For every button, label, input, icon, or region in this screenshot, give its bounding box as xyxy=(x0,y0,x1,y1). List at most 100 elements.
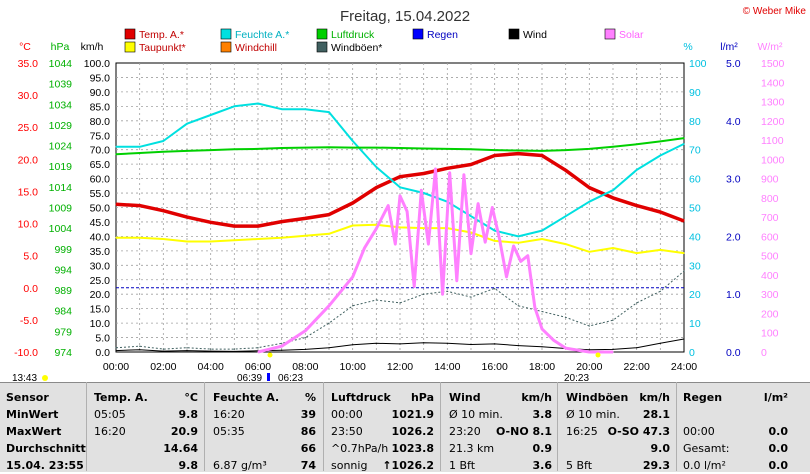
day-length-label: 13:43 xyxy=(12,373,37,382)
data-point xyxy=(399,302,401,304)
twilight-label: 06:23 xyxy=(278,373,303,382)
data-point xyxy=(565,347,567,349)
data-point xyxy=(470,296,472,298)
data-point xyxy=(281,237,283,239)
table-cell: 00:00 xyxy=(683,425,715,438)
x-tick-label: 20:00 xyxy=(576,361,602,373)
axis-tick-solar_wm2: 1000 xyxy=(761,154,785,166)
data-point xyxy=(588,148,590,150)
data-point xyxy=(612,146,614,148)
data-point xyxy=(210,149,212,151)
table-cell: 23:20 xyxy=(449,425,481,438)
data-point xyxy=(565,243,567,245)
table-cell: 39 xyxy=(300,408,316,421)
axis-tick-rain_lm2: 5.0 xyxy=(726,58,741,70)
data-point xyxy=(565,316,567,318)
axis-tick-rain_lm2: 2.0 xyxy=(726,231,741,243)
data-point xyxy=(406,210,408,212)
table-separator xyxy=(676,382,677,471)
table-cell: O-SO 47.3 xyxy=(607,425,670,438)
data-point xyxy=(513,245,515,247)
data-point xyxy=(588,349,590,351)
data-point xyxy=(683,137,685,139)
legend-label: Solar xyxy=(619,29,644,41)
data-point xyxy=(612,351,614,353)
table-cell: 66 xyxy=(300,442,316,455)
data-point xyxy=(456,280,458,282)
axis-tick-pressure_hpa: 984 xyxy=(54,306,72,318)
table-cell: Gesamt: xyxy=(683,442,730,455)
axis-tick-wind_kmh: 80.0 xyxy=(90,116,111,128)
axis-tick-solar_wm2: 200 xyxy=(761,308,779,320)
table-cell: Ø 10 min. xyxy=(566,408,620,421)
data-point xyxy=(612,247,614,249)
axis-tick-wind_kmh: 35.0 xyxy=(90,246,111,258)
x-tick-label: 16:00 xyxy=(482,361,508,373)
table-cell: l/m² xyxy=(763,391,788,404)
data-point xyxy=(659,290,661,292)
data-point xyxy=(612,319,614,321)
axis-unit-rain_lm2: l/m² xyxy=(720,41,738,53)
x-tick-label: 22:00 xyxy=(624,361,650,373)
table-cell: 16:25 xyxy=(566,425,598,438)
table-cell: Wind xyxy=(449,391,481,404)
data-point xyxy=(233,148,235,150)
table-row: Durchschnitt 14.64 66 ^0.7hPa/h 1023.8 21.3 k… xyxy=(0,440,810,457)
data-point xyxy=(399,343,401,345)
table-cell: 9.0 xyxy=(650,442,671,455)
data-point xyxy=(210,350,212,352)
data-point xyxy=(449,172,451,174)
data-point xyxy=(494,149,496,151)
data-point xyxy=(304,235,306,237)
table-cell: Luftdruck xyxy=(331,391,391,404)
legend-swatch xyxy=(412,28,424,40)
data-point xyxy=(281,342,283,344)
data-point xyxy=(328,146,330,148)
data-point xyxy=(139,146,141,148)
data-point xyxy=(304,330,306,332)
data-point xyxy=(328,305,330,307)
data-point xyxy=(162,350,164,352)
data-point xyxy=(517,149,519,152)
table-cell: sonnig xyxy=(331,459,368,472)
data-point xyxy=(541,230,543,232)
table-row: MinWert 05:05 9.8 16:20 39 00:00 1021.9 Ø 10 mi… xyxy=(0,406,810,423)
axis-tick-pressure_hpa: 989 xyxy=(54,285,72,297)
legend-label: Wind xyxy=(523,29,547,41)
axis-tick-pressure_hpa: 994 xyxy=(54,264,72,276)
axis-tick-pressure_hpa: 1029 xyxy=(49,120,73,132)
axis-tick-temp_c: -10.0 xyxy=(14,347,38,359)
table-cell: 9.8 xyxy=(178,459,199,472)
data-point xyxy=(162,140,164,142)
data-point xyxy=(446,167,448,169)
axis-tick-humidity_pct: 50 xyxy=(689,203,701,215)
data-point xyxy=(115,349,117,352)
table-cell: MaxWert xyxy=(6,425,62,438)
data-point xyxy=(423,293,425,295)
data-point xyxy=(659,249,661,251)
axis-tick-wind_kmh: 60.0 xyxy=(90,174,111,186)
data-point xyxy=(494,154,496,157)
data-point xyxy=(162,151,164,153)
axis-unit-solar_wm2: W/m² xyxy=(757,41,783,53)
axis-tick-humidity_pct: 30 xyxy=(689,260,701,272)
table-separator xyxy=(204,382,205,471)
sun-icon xyxy=(42,375,48,381)
data-point xyxy=(257,351,259,353)
axis-tick-pressure_hpa: 1019 xyxy=(49,161,73,173)
legend-swatch xyxy=(604,28,616,40)
axis-tick-humidity_pct: 20 xyxy=(689,289,701,301)
data-point xyxy=(186,216,188,218)
table-cell: 1023.8 xyxy=(391,442,434,455)
data-point xyxy=(281,221,283,223)
table-separator xyxy=(323,382,324,471)
table-header-row: Sensor Temp. A. °C Feuchte A.% Luftdruck hPa W… xyxy=(0,389,810,406)
axis-tick-wind_kmh: 55.0 xyxy=(90,188,111,200)
table-cell: 28.1 xyxy=(642,408,670,421)
data-point xyxy=(210,240,212,243)
table-cell: Temp. A. xyxy=(94,391,148,404)
axis-tick-pressure_hpa: 1014 xyxy=(49,182,73,194)
axis-tick-solar_wm2: 1500 xyxy=(761,58,785,70)
axis-tick-humidity_pct: 80 xyxy=(689,116,701,128)
table-cell: 1021.9 xyxy=(391,408,434,421)
